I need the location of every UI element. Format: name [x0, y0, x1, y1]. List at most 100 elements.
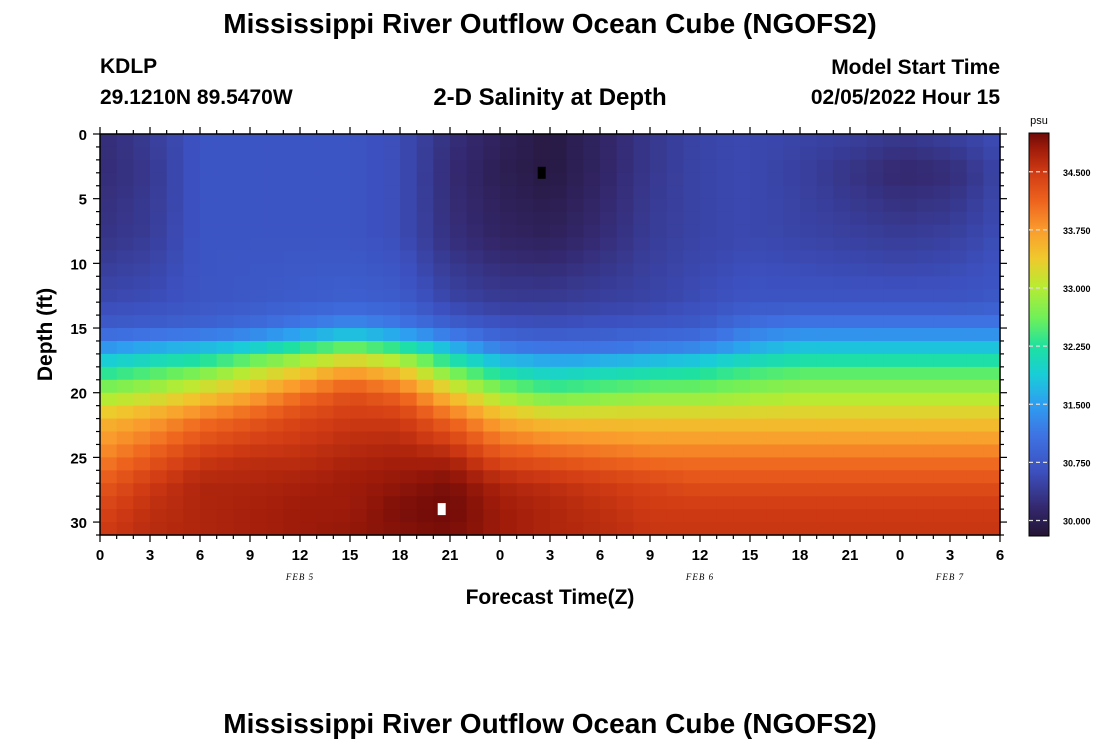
heatmap-cell: [700, 134, 718, 148]
heatmap-cell: [716, 198, 734, 213]
heatmap-cell: [733, 172, 751, 187]
heatmap-cell: [633, 457, 651, 471]
heatmap-cell: [950, 185, 968, 200]
heatmap-cell: [583, 237, 601, 252]
heatmap-cell: [366, 263, 384, 277]
heatmap-cell: [783, 431, 801, 446]
heatmap-cell: [916, 172, 934, 187]
heatmap-cell: [333, 483, 351, 497]
heatmap-cell: [266, 146, 284, 161]
heatmap-cell: [433, 457, 451, 471]
heatmap-cell: [433, 483, 451, 497]
heatmap-cell: [950, 276, 968, 290]
heatmap-cell: [300, 444, 318, 458]
heatmap-cell: [600, 172, 618, 187]
heatmap-cell: [250, 340, 268, 355]
heatmap-cell: [483, 392, 501, 407]
heatmap-cell: [566, 224, 584, 239]
heatmap-cell: [750, 353, 768, 368]
heatmap-cell: [350, 289, 368, 303]
heatmap-cell: [216, 263, 234, 277]
heatmap-cell: [283, 340, 301, 355]
heatmap-cell: [350, 418, 368, 433]
heatmap-cell: [583, 431, 601, 446]
heatmap-cell: [566, 263, 584, 277]
heatmap-cell: [850, 418, 868, 433]
heatmap-cell: [466, 340, 484, 355]
heatmap-cell: [716, 353, 734, 368]
heatmap-cell: [383, 263, 401, 277]
heatmap-cell: [766, 237, 784, 252]
heatmap-cell: [300, 379, 318, 394]
heatmap-cell: [533, 392, 551, 407]
heatmap-cell: [716, 263, 734, 277]
heatmap-cell: [533, 211, 551, 226]
heatmap-cell: [333, 134, 351, 148]
heatmap-cell: [616, 289, 634, 303]
heatmap-cell: [600, 444, 618, 458]
heatmap-cell: [466, 198, 484, 213]
heatmap-cell: [966, 237, 984, 252]
heatmap-cell: [283, 302, 301, 316]
heatmap-cell: [216, 211, 234, 226]
heatmap-cell: [166, 263, 184, 277]
heatmap-cell: [283, 522, 301, 536]
heatmap-cell: [450, 328, 468, 342]
heatmap-cell: [416, 211, 434, 226]
x-tick-label: 12: [292, 547, 309, 564]
heatmap-cell: [766, 172, 784, 187]
heatmap-cell: [666, 483, 684, 497]
heatmap-cell: [166, 211, 184, 226]
heatmap-cell: [833, 211, 851, 226]
heatmap-cell: [950, 366, 968, 381]
heatmap-cell: [933, 263, 951, 277]
heatmap-cell: [866, 159, 884, 174]
heatmap-cell: [116, 392, 134, 407]
extreme-marker: [437, 503, 446, 516]
heatmap-cell: [983, 457, 1001, 471]
heatmap-cell: [316, 483, 334, 497]
heatmap-cell: [366, 224, 384, 239]
heatmap-cell: [616, 328, 634, 342]
heatmap-cell: [616, 340, 634, 355]
heatmap-cell: [283, 224, 301, 239]
heatmap-cell: [450, 172, 468, 187]
heatmap-cell: [716, 134, 734, 148]
heatmap-cell: [266, 340, 284, 355]
heatmap-cell: [933, 366, 951, 381]
heatmap-cell: [833, 198, 851, 213]
heatmap-cell: [916, 431, 934, 446]
heatmap-cell: [616, 392, 634, 407]
heatmap-cell: [250, 366, 268, 381]
heatmap-cell: [616, 172, 634, 187]
heatmap-cell: [883, 353, 901, 368]
heatmap-cell: [616, 366, 634, 381]
heatmap-cell: [683, 457, 701, 471]
heatmap-cell: [783, 159, 801, 174]
heatmap-cell: [216, 315, 234, 329]
heatmap-cell: [750, 418, 768, 433]
heatmap-cell: [483, 146, 501, 161]
heatmap-cell: [100, 418, 118, 433]
heatmap-cell: [866, 237, 884, 252]
heatmap-cell: [400, 289, 418, 303]
heatmap-cell: [683, 328, 701, 342]
heatmap-cell: [716, 405, 734, 420]
heatmap-cell: [483, 185, 501, 200]
heatmap-cell: [100, 289, 118, 303]
heatmap-cell: [700, 276, 718, 290]
heatmap-cell: [866, 172, 884, 187]
heatmap-cell: [866, 457, 884, 471]
heatmap-cell: [150, 457, 168, 471]
heatmap-cell: [550, 146, 568, 161]
heatmap-cell: [133, 250, 151, 264]
heatmap-cell: [916, 392, 934, 407]
heatmap-cell: [550, 315, 568, 329]
heatmap-cell: [783, 185, 801, 200]
heatmap-cell: [450, 198, 468, 213]
heatmap-cell: [350, 405, 368, 420]
heatmap-cell: [533, 496, 551, 510]
heatmap-cell: [450, 470, 468, 484]
heatmap-cell: [450, 392, 468, 407]
heatmap-cell: [350, 509, 368, 523]
